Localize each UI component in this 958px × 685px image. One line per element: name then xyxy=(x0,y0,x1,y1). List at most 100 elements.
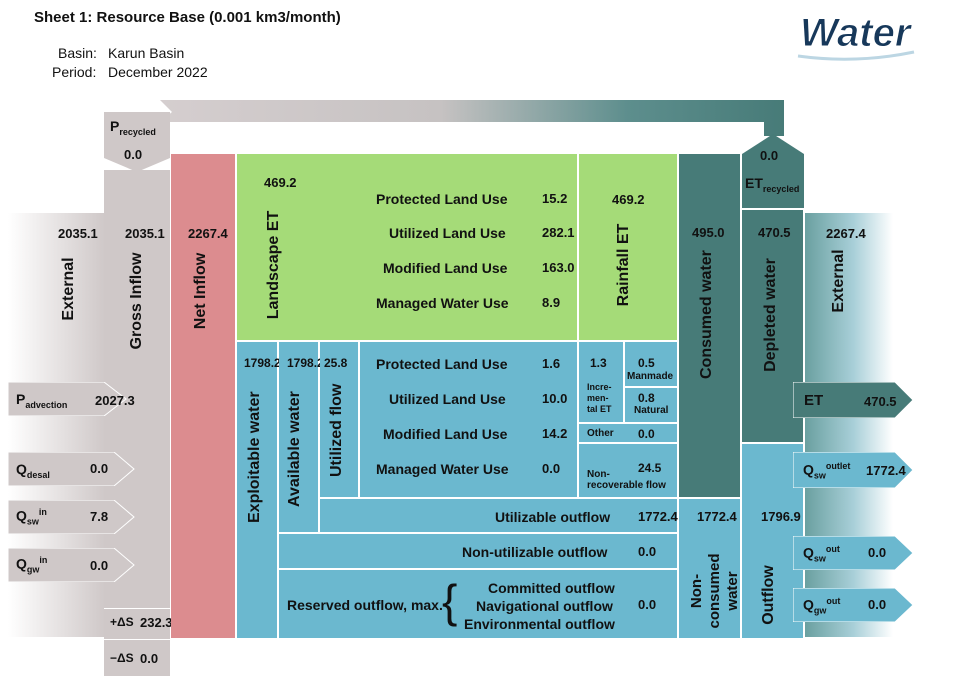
utilizable-outflow-value: 1772.4 xyxy=(638,509,678,524)
q-desal-value: 0.0 xyxy=(90,461,109,476)
outflow-total-value: 1796.9 xyxy=(761,509,801,524)
navigational-outflow-label: Navigational outflow xyxy=(476,598,613,614)
net-inflow-label: Net Inflow xyxy=(192,252,209,330)
q-gw-in-value: 0.0 xyxy=(90,558,109,573)
q-gw-out-arrow xyxy=(793,588,914,622)
utilized-flow-column xyxy=(320,342,358,497)
exploitable-water-label: Exploitable water xyxy=(246,391,263,523)
q-sw-out-arrow xyxy=(793,536,914,570)
external-right-label: External xyxy=(830,249,847,313)
rainfall-et-label: Rainfall ET xyxy=(615,223,632,307)
landscape-et-value: 469.2 xyxy=(264,175,297,190)
landscape-row-protected: Protected Land Use xyxy=(376,191,508,207)
other-label: Other xyxy=(587,428,614,439)
period-label: Period: xyxy=(52,64,97,80)
utilizable-outflow-row xyxy=(320,499,677,532)
et-recycled-value: 0.0 xyxy=(760,148,779,163)
q-gw-out-label: Qgwout xyxy=(803,596,841,616)
plus-ds-label: +ΔS xyxy=(110,615,134,629)
utilized-row-utilized: Utilized Land Use xyxy=(389,391,506,407)
landscape-row-managed-value: 8.9 xyxy=(542,295,561,310)
q-sw-in-label: Qswin xyxy=(16,507,47,527)
incremental-et-label-2: men- xyxy=(587,393,609,403)
non-utilizable-outflow-label: Non-utilizable outflow xyxy=(462,544,608,560)
plus-ds-box xyxy=(104,608,170,639)
consumed-water-label: Consumed water xyxy=(698,250,715,379)
q-desal-arrow xyxy=(8,452,135,486)
depleted-water-label: Depleted water xyxy=(762,258,779,372)
incremental-et-block xyxy=(579,342,623,422)
other-block xyxy=(579,424,677,442)
consumed-water-value: 495.0 xyxy=(692,225,725,240)
q-desal-label: Qdesal xyxy=(16,461,50,480)
water-logo: Water xyxy=(796,6,916,62)
utilized-row-utilized-value: 10.0 xyxy=(542,391,568,406)
committed-outflow-label: Committed outflow xyxy=(488,580,615,596)
consumed-water-column xyxy=(679,154,740,497)
gross-inflow-label: Gross Inflow xyxy=(128,252,145,350)
natural-label: Natural xyxy=(634,405,669,416)
non-consumed-label-2: consumed xyxy=(706,553,723,629)
q-sw-outlet-arrow xyxy=(793,452,914,488)
external-right-value: 2267.4 xyxy=(826,226,866,241)
utilized-row-protected: Protected Land Use xyxy=(376,356,508,372)
exploitable-water-value: 1798.2 xyxy=(244,356,281,370)
manmade-value: 0.5 xyxy=(638,356,655,370)
q-sw-out-label: Qswout xyxy=(803,544,840,564)
landscape-et-block xyxy=(237,154,577,340)
rainfall-et-block xyxy=(579,154,677,340)
utilized-row-protected-value: 1.6 xyxy=(542,356,561,371)
non-recoverable-label-2: recoverable flow xyxy=(587,480,666,491)
non-recoverable-value: 24.5 xyxy=(638,461,662,475)
non-utilizable-outflow-value: 0.0 xyxy=(638,544,657,559)
gross-inflow-column xyxy=(104,170,170,608)
utilized-row-modified-value: 14.2 xyxy=(542,426,568,441)
utilized-flow-label: Utilized flow xyxy=(328,383,345,477)
non-consumed-label-1: Non- xyxy=(688,573,705,609)
reserved-outflow-label: Reserved outflow, max. xyxy=(287,597,443,613)
utilized-row-managed-value: 0.0 xyxy=(542,461,561,476)
et-label: ET xyxy=(804,392,824,409)
non-recoverable-block xyxy=(579,444,677,497)
external-outflow-band xyxy=(805,213,893,637)
q-gw-in-label: Qgwin xyxy=(16,555,48,575)
utilizable-outflow-label: Utilizable outflow xyxy=(495,509,611,525)
basin-label: Basin: xyxy=(58,45,97,61)
landscape-row-modified-value: 163.0 xyxy=(542,260,575,275)
p-recycled-shape xyxy=(104,112,170,172)
minus-ds-box xyxy=(104,640,170,676)
incremental-et-value: 1.3 xyxy=(590,356,607,370)
q-gw-in-arrow xyxy=(8,548,135,582)
available-water-label: Available water xyxy=(286,391,303,507)
exploitable-water-column xyxy=(237,342,277,638)
utilized-flow-rows xyxy=(360,342,577,497)
external-left-value: 2035.1 xyxy=(58,226,98,241)
gross-inflow-value: 2035.1 xyxy=(125,226,165,241)
non-consumed-water-column xyxy=(679,499,740,638)
net-inflow-value: 2267.4 xyxy=(188,226,228,241)
p-recycled-value: 0.0 xyxy=(124,147,143,162)
external-left-label: External xyxy=(60,257,77,321)
incremental-et-label-1: Incre- xyxy=(587,382,612,392)
p-advection-arrow xyxy=(8,382,127,416)
landscape-row-utilized-value: 282.1 xyxy=(542,225,575,240)
landscape-et-label: Landscape ET xyxy=(265,210,282,320)
plus-ds-value: 232.3 xyxy=(140,615,173,630)
q-sw-in-value: 7.8 xyxy=(90,509,109,524)
environmental-outflow-label: Environmental outflow xyxy=(464,616,615,632)
p-recycled-label: Precycled xyxy=(110,118,156,137)
incremental-et-label-3: tal ET xyxy=(587,404,612,414)
p-advection-label: Padvection xyxy=(16,391,68,410)
q-sw-outlet-value: 1772.4 xyxy=(866,463,906,478)
available-water-value: 1798.2 xyxy=(287,356,324,370)
non-utilizable-outflow-row xyxy=(279,534,677,568)
landscape-row-managed: Managed Water Use xyxy=(376,295,509,311)
recycle-arrow xyxy=(160,100,784,136)
depleted-water-value: 470.5 xyxy=(758,225,791,240)
non-consumed-label-3: water xyxy=(724,571,741,611)
non-recoverable-label-1: Non- xyxy=(587,469,610,480)
et-recycled-label: ETrecycled xyxy=(745,175,800,194)
brace-glyph: { xyxy=(442,575,458,627)
q-gw-out-value: 0.0 xyxy=(868,597,887,612)
outflow-total-label: Outflow xyxy=(760,565,777,625)
